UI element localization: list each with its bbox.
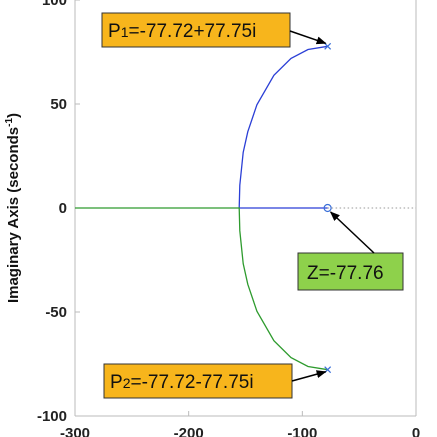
pole-2-label-subscript: 2 [123, 375, 131, 391]
zero-marker [323, 203, 332, 213]
locus-branch-line [238, 45, 328, 209]
locus-branches [75, 45, 328, 371]
pole-1-label-letter: P [108, 21, 121, 42]
pole-2-label-value: =-77.72-77.75i [130, 372, 253, 393]
pole-1-label-value: =-77.72+77.75i [128, 21, 256, 42]
pole-1-label: P1=-77.72+77.75i [108, 21, 256, 42]
zero-box [297, 252, 404, 291]
y-axis-label-superscript: -1 [4, 118, 15, 127]
x-tick-label: -300 [60, 425, 90, 437]
locus-branch-line [75, 207, 328, 371]
x-tick-label: -100 [287, 425, 317, 437]
zero-arrow [329, 211, 375, 254]
tick-labels: -100 -50 0 50 100 -300 -200 -100 0 [37, 0, 420, 437]
pole-2-arrow [291, 370, 327, 382]
pole-2-label: P2=-77.72-77.75i [110, 372, 254, 393]
y-tick-label: -100 [37, 408, 67, 425]
y-axis-label-text: Imaginary Axis (seconds [5, 127, 22, 303]
x-tick-label: -200 [174, 425, 204, 437]
pole-zero-markers [323, 42, 332, 374]
y-tick-label: -50 [45, 304, 67, 321]
y-tick-label: 50 [50, 96, 67, 113]
x-tick-label: 0 [412, 425, 420, 437]
pole-1-arrow [289, 30, 327, 45]
y-axis-label: Imaginary Axis (seconds-1) [4, 113, 22, 303]
zero-label: Z=-77.76 [307, 263, 384, 284]
pole-1-label-subscript: 1 [121, 24, 129, 40]
pole-1-box [101, 12, 291, 48]
y-tick-label: 0 [59, 200, 67, 217]
y-tick-label: 100 [42, 0, 67, 9]
y-axis-label-suffix: ) [5, 113, 22, 118]
pole-2-box [103, 363, 293, 399]
pole-marker [324, 42, 332, 50]
pole-2-label-letter: P [110, 372, 123, 393]
pole-marker-stroke [324, 42, 332, 50]
